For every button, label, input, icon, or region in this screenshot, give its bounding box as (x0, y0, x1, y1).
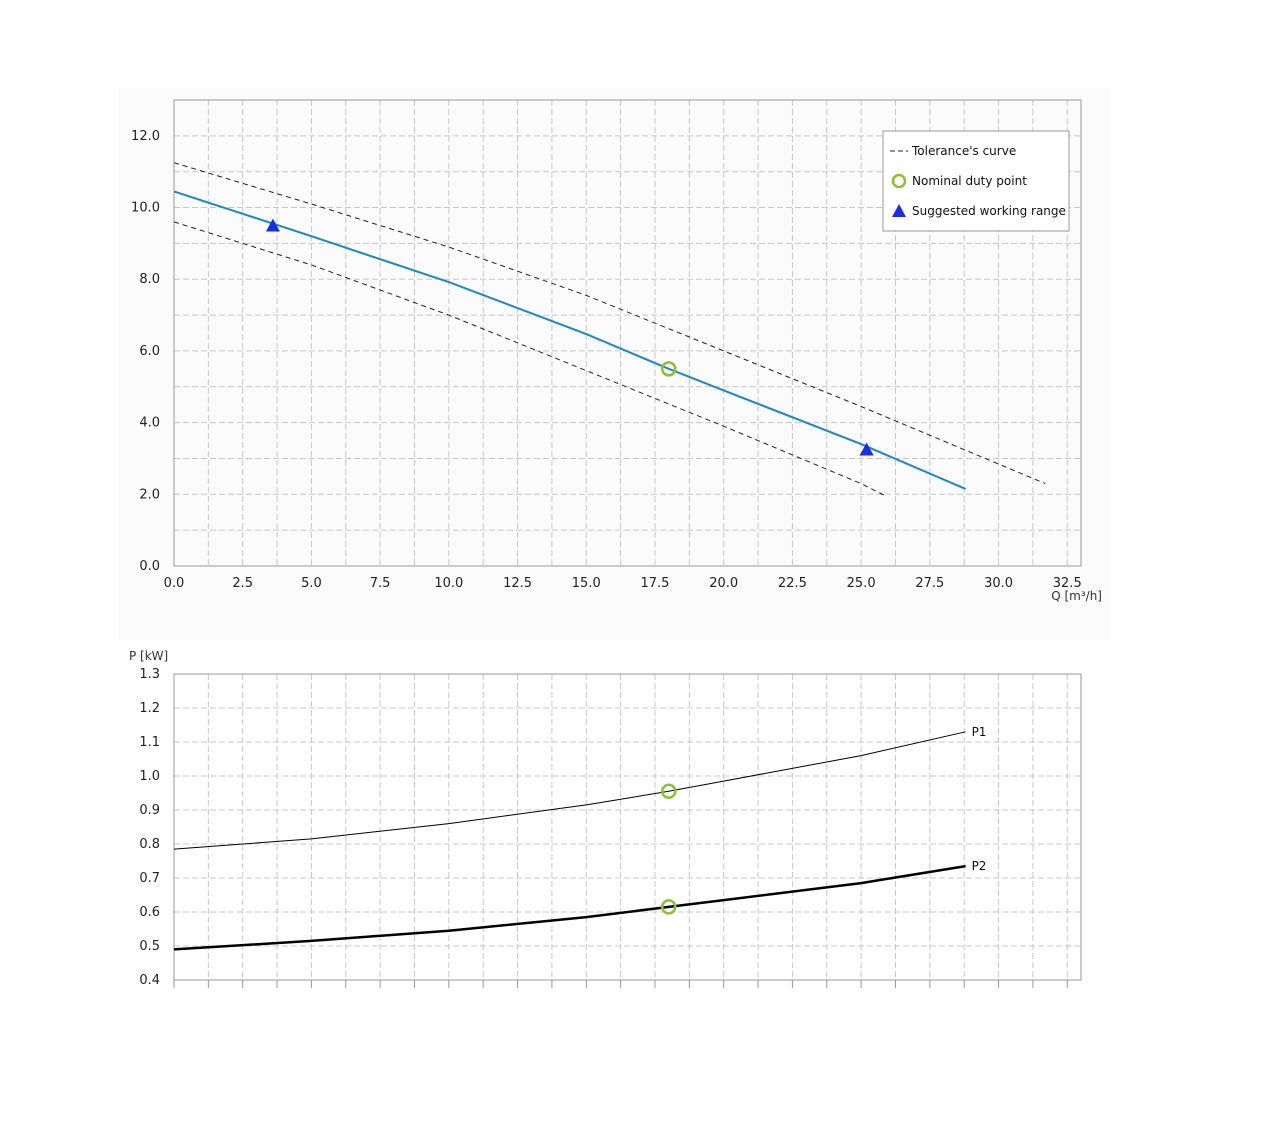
legend-box (882, 130, 1070, 232)
y-axis-title: P [kW] (129, 649, 168, 663)
head-chart-x-tick-labels: 0.0 2.5 5.0 7.5 10.0 12.5 15.0 17.5 20.0 22.5 25.0… (164, 576, 1082, 591)
nominal-duty-point-marker (660, 361, 677, 377)
y-tick-label: 4.0 (139, 416, 160, 431)
y-tick-label: 0.9 (139, 803, 160, 818)
x-tick-label: 10.0 (434, 576, 463, 591)
chart-legend: Tolerance's curve Nominal duty point Sug… (882, 130, 1070, 232)
x-tick-label: 25.0 (847, 576, 876, 591)
head-curve-line (173, 190, 966, 490)
p2-series-label: P2 (972, 859, 987, 873)
x-tick-label: 32.5 (1053, 576, 1082, 591)
head-chart-y-tick-labels: 0.0 2.0 4.0 6.0 8.0 10.0 12.0 (131, 129, 160, 574)
y-tick-label: 1.3 (139, 667, 160, 682)
head-chart-series (173, 162, 1046, 497)
x-tick-label: 27.5 (915, 576, 944, 591)
legend-item-working-range: Suggested working range (912, 204, 1066, 218)
power-chart-x-tick-marks (173, 980, 1068, 988)
working-range-marker (265, 218, 280, 232)
y-tick-label: 0.7 (139, 871, 160, 886)
power-chart-y-tick-labels: 0.4 0.5 0.6 0.7 0.8 0.9 1.0 1.1 1.2 1.3 (139, 667, 160, 988)
legend-item-tolerance: Tolerance's curve (911, 144, 1016, 158)
p2-curve-line (173, 864, 966, 951)
power-chart-markers (660, 783, 677, 915)
x-tick-label: 0.0 (164, 576, 185, 591)
x-tick-label: 5.0 (301, 576, 322, 591)
power-chart-series: P1 P2 (173, 725, 987, 951)
power-chart-grid (174, 674, 1081, 980)
y-tick-label: 0.6 (139, 905, 160, 920)
y-tick-label: 0.5 (139, 939, 160, 954)
x-axis-title: Q [m³/h] (1051, 589, 1102, 603)
tolerance-curve-line (173, 162, 1046, 485)
x-tick-label: 30.0 (984, 576, 1013, 591)
y-tick-label: 12.0 (131, 129, 160, 144)
legend-item-duty-point: Nominal duty point (912, 174, 1027, 188)
x-tick-label: 20.0 (709, 576, 738, 591)
p1-series-label: P1 (972, 725, 987, 739)
x-tick-label: 15.0 (572, 576, 601, 591)
head-chart-frame (173, 99, 1082, 567)
y-tick-label: 1.0 (139, 769, 160, 784)
head-flow-chart: 0.0 2.0 4.0 6.0 8.0 10.0 12.0 0.0 2.5 5.0 7.5 10.0… (118, 88, 1110, 640)
y-tick-label: 2.0 (139, 487, 160, 502)
p1-curve-line (173, 731, 966, 850)
y-tick-label: 0.0 (139, 559, 160, 574)
x-tick-label: 22.5 (778, 576, 807, 591)
nominal-duty-point-marker (660, 783, 677, 800)
y-tick-label: 1.2 (139, 701, 160, 716)
y-tick-label: 6.0 (139, 344, 160, 359)
y-tick-label: 0.8 (139, 837, 160, 852)
head-chart-grid (174, 100, 1081, 566)
x-tick-label: 17.5 (641, 576, 670, 591)
power-flow-chart: 0.4 0.5 0.6 0.7 0.8 0.9 1.0 1.1 1.2 1.3 P [kW] P1… (129, 649, 1082, 988)
head-chart-markers (265, 218, 874, 456)
x-tick-label: 12.5 (503, 576, 532, 591)
nominal-duty-point-marker (660, 899, 677, 915)
y-tick-label: 8.0 (139, 272, 160, 287)
y-tick-label: 0.4 (139, 973, 160, 988)
y-tick-label: 1.1 (139, 735, 160, 750)
power-chart-frame (173, 673, 1082, 981)
y-tick-label: 10.0 (131, 201, 160, 216)
x-tick-label: 2.5 (232, 576, 253, 591)
legend-triangle-icon (892, 204, 906, 217)
x-tick-label: 7.5 (370, 576, 391, 591)
working-range-marker (859, 442, 874, 456)
legend-circle-icon (891, 173, 907, 189)
